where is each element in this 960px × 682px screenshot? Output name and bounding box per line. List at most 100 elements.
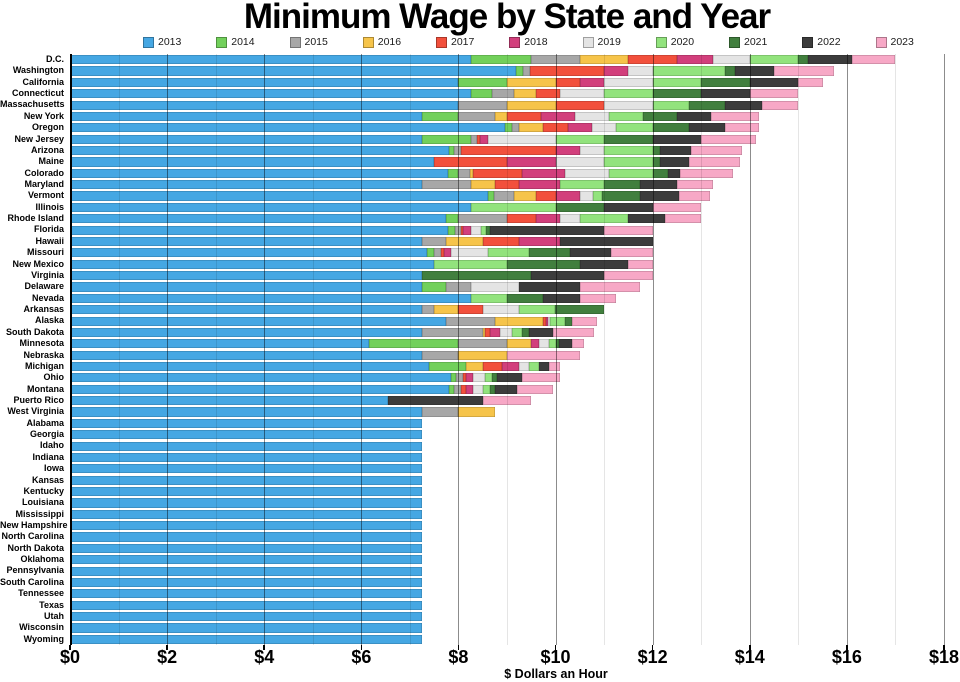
state-label: New Hampshire <box>0 519 68 530</box>
bar-segment-2023 <box>482 396 532 406</box>
state-label: Michigan <box>24 360 64 371</box>
bar-segment-2021 <box>652 89 702 99</box>
bar-segment-2020 <box>593 191 603 201</box>
legend-item-2018: 2018 <box>509 36 548 48</box>
bar-segment-2023 <box>604 271 653 281</box>
bar-segment-2021 <box>725 66 735 76</box>
bar-segment-2013 <box>70 566 423 576</box>
legend-year-label: 2020 <box>670 36 695 48</box>
bar-segment-2018 <box>540 111 575 122</box>
bar-segment-2022 <box>494 384 517 394</box>
state-label: Iowa <box>43 463 64 474</box>
bar-segment-2023 <box>679 191 710 201</box>
state-label: Nevada <box>31 292 64 303</box>
x-tick-label-2: $2 <box>157 647 178 667</box>
legend-swatch-2022 <box>802 36 814 48</box>
bar-segment-2015 <box>455 225 461 235</box>
bar-row-north-dakota <box>70 543 423 553</box>
bar-segment-2017 <box>434 157 507 167</box>
bar-row-connecticut <box>70 89 799 99</box>
legend-swatch-2021 <box>729 36 740 48</box>
state-label: Pennsylvania <box>6 565 64 576</box>
bar-row-kansas <box>70 475 423 485</box>
x-tick-label-18: $18 <box>928 647 960 667</box>
bar-segment-2022 <box>652 134 702 144</box>
legend: 2013 2014 2015 2016 2017 2018 2019 2020 2021 2022… <box>0 36 960 50</box>
state-label: Minnesota <box>19 338 64 349</box>
bar-row-mississippi <box>70 509 423 519</box>
state-label: New Mexico <box>12 258 64 269</box>
bar-segment-2016 <box>506 100 556 110</box>
bar-row-arizona <box>70 146 743 156</box>
bar-segment-2017 <box>485 327 490 338</box>
bar-segment-2016 <box>446 236 483 247</box>
axis-tick-6 <box>360 645 363 650</box>
bar-row-new-york <box>70 111 760 122</box>
bar-segment-2023 <box>652 202 702 212</box>
bar-segment-2015 <box>422 236 447 247</box>
x-tick-label-16: $16 <box>831 647 862 667</box>
state-label: West Virginia <box>7 406 64 417</box>
bar-segment-2020 <box>519 305 556 315</box>
bar-segment-2013 <box>70 327 423 338</box>
state-label: Texas <box>39 599 64 610</box>
bar-segment-2013 <box>70 430 423 440</box>
bar-segment-2023 <box>725 123 760 133</box>
bar-row-west-virginia <box>70 407 495 417</box>
bar-segment-2018 <box>489 327 500 338</box>
bar-segment-2021 <box>555 202 605 212</box>
bar-segment-2017 <box>536 191 556 201</box>
state-label: Missouri <box>26 247 64 258</box>
bar-segment-2021 <box>798 55 808 65</box>
gridline-17 <box>895 54 897 645</box>
bar-segment-2018 <box>531 339 539 349</box>
bar-segment-2014 <box>422 134 471 144</box>
bar-segment-2013 <box>70 486 423 497</box>
bar-segment-2015 <box>458 111 495 122</box>
state-label: Virginia <box>31 269 64 280</box>
state-label: Rhode Island <box>7 213 64 224</box>
state-label: Utah <box>44 610 64 621</box>
bar-segment-2013 <box>70 66 517 76</box>
bar-segment-2017 <box>506 214 537 224</box>
axis-tick-8 <box>457 645 460 650</box>
axis-tick-16 <box>846 645 848 650</box>
bar-segment-2013 <box>70 339 369 349</box>
bar-segment-2013 <box>70 555 423 565</box>
bar-segment-2019 <box>628 66 653 76</box>
bar-segment-2013 <box>70 191 488 201</box>
state-label: Hawaii <box>35 235 64 246</box>
legend-swatch-2016 <box>362 36 374 48</box>
bar-segment-2021 <box>602 191 641 201</box>
bar-segment-2020 <box>560 180 605 190</box>
bar-segment-2019 <box>470 225 481 235</box>
state-label: Mississippi <box>15 508 64 519</box>
bar-segment-2019 <box>519 361 529 372</box>
legend-year-label: 2018 <box>524 36 548 48</box>
bar-segment-2013 <box>70 55 471 65</box>
x-tick-label-6: $6 <box>351 647 372 667</box>
bar-segment-2017 <box>476 134 480 144</box>
bar-segment-2018 <box>463 225 471 235</box>
bar-segment-2021 <box>422 271 532 281</box>
bar-row-michigan <box>70 361 561 372</box>
bar-segment-2013 <box>70 214 447 224</box>
state-label: Arkansas <box>23 304 64 315</box>
state-label: Wisconsin <box>19 622 64 633</box>
bar-row-california <box>70 77 823 87</box>
bar-segment-2022 <box>531 271 605 281</box>
bar-segment-2019 <box>604 77 653 87</box>
bar-segment-2014 <box>426 248 435 258</box>
bar-segment-2022 <box>560 236 653 247</box>
bar-segment-2017 <box>529 66 605 76</box>
bar-segment-2013 <box>70 498 423 508</box>
bar-segment-2018 <box>676 55 714 65</box>
state-label: North Carolina <box>1 531 64 542</box>
bar-segment-2019 <box>565 168 609 178</box>
bar-segment-2022 <box>543 293 580 303</box>
state-label: Maryland <box>24 179 64 190</box>
bar-segment-2017 <box>543 316 546 326</box>
bar-segment-2013 <box>70 259 435 269</box>
bar-row-idaho <box>70 441 423 451</box>
state-label: Arizona <box>30 144 64 155</box>
